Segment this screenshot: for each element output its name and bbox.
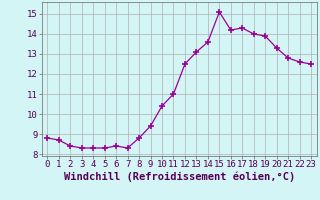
X-axis label: Windchill (Refroidissement éolien,°C): Windchill (Refroidissement éolien,°C) [64,172,295,182]
